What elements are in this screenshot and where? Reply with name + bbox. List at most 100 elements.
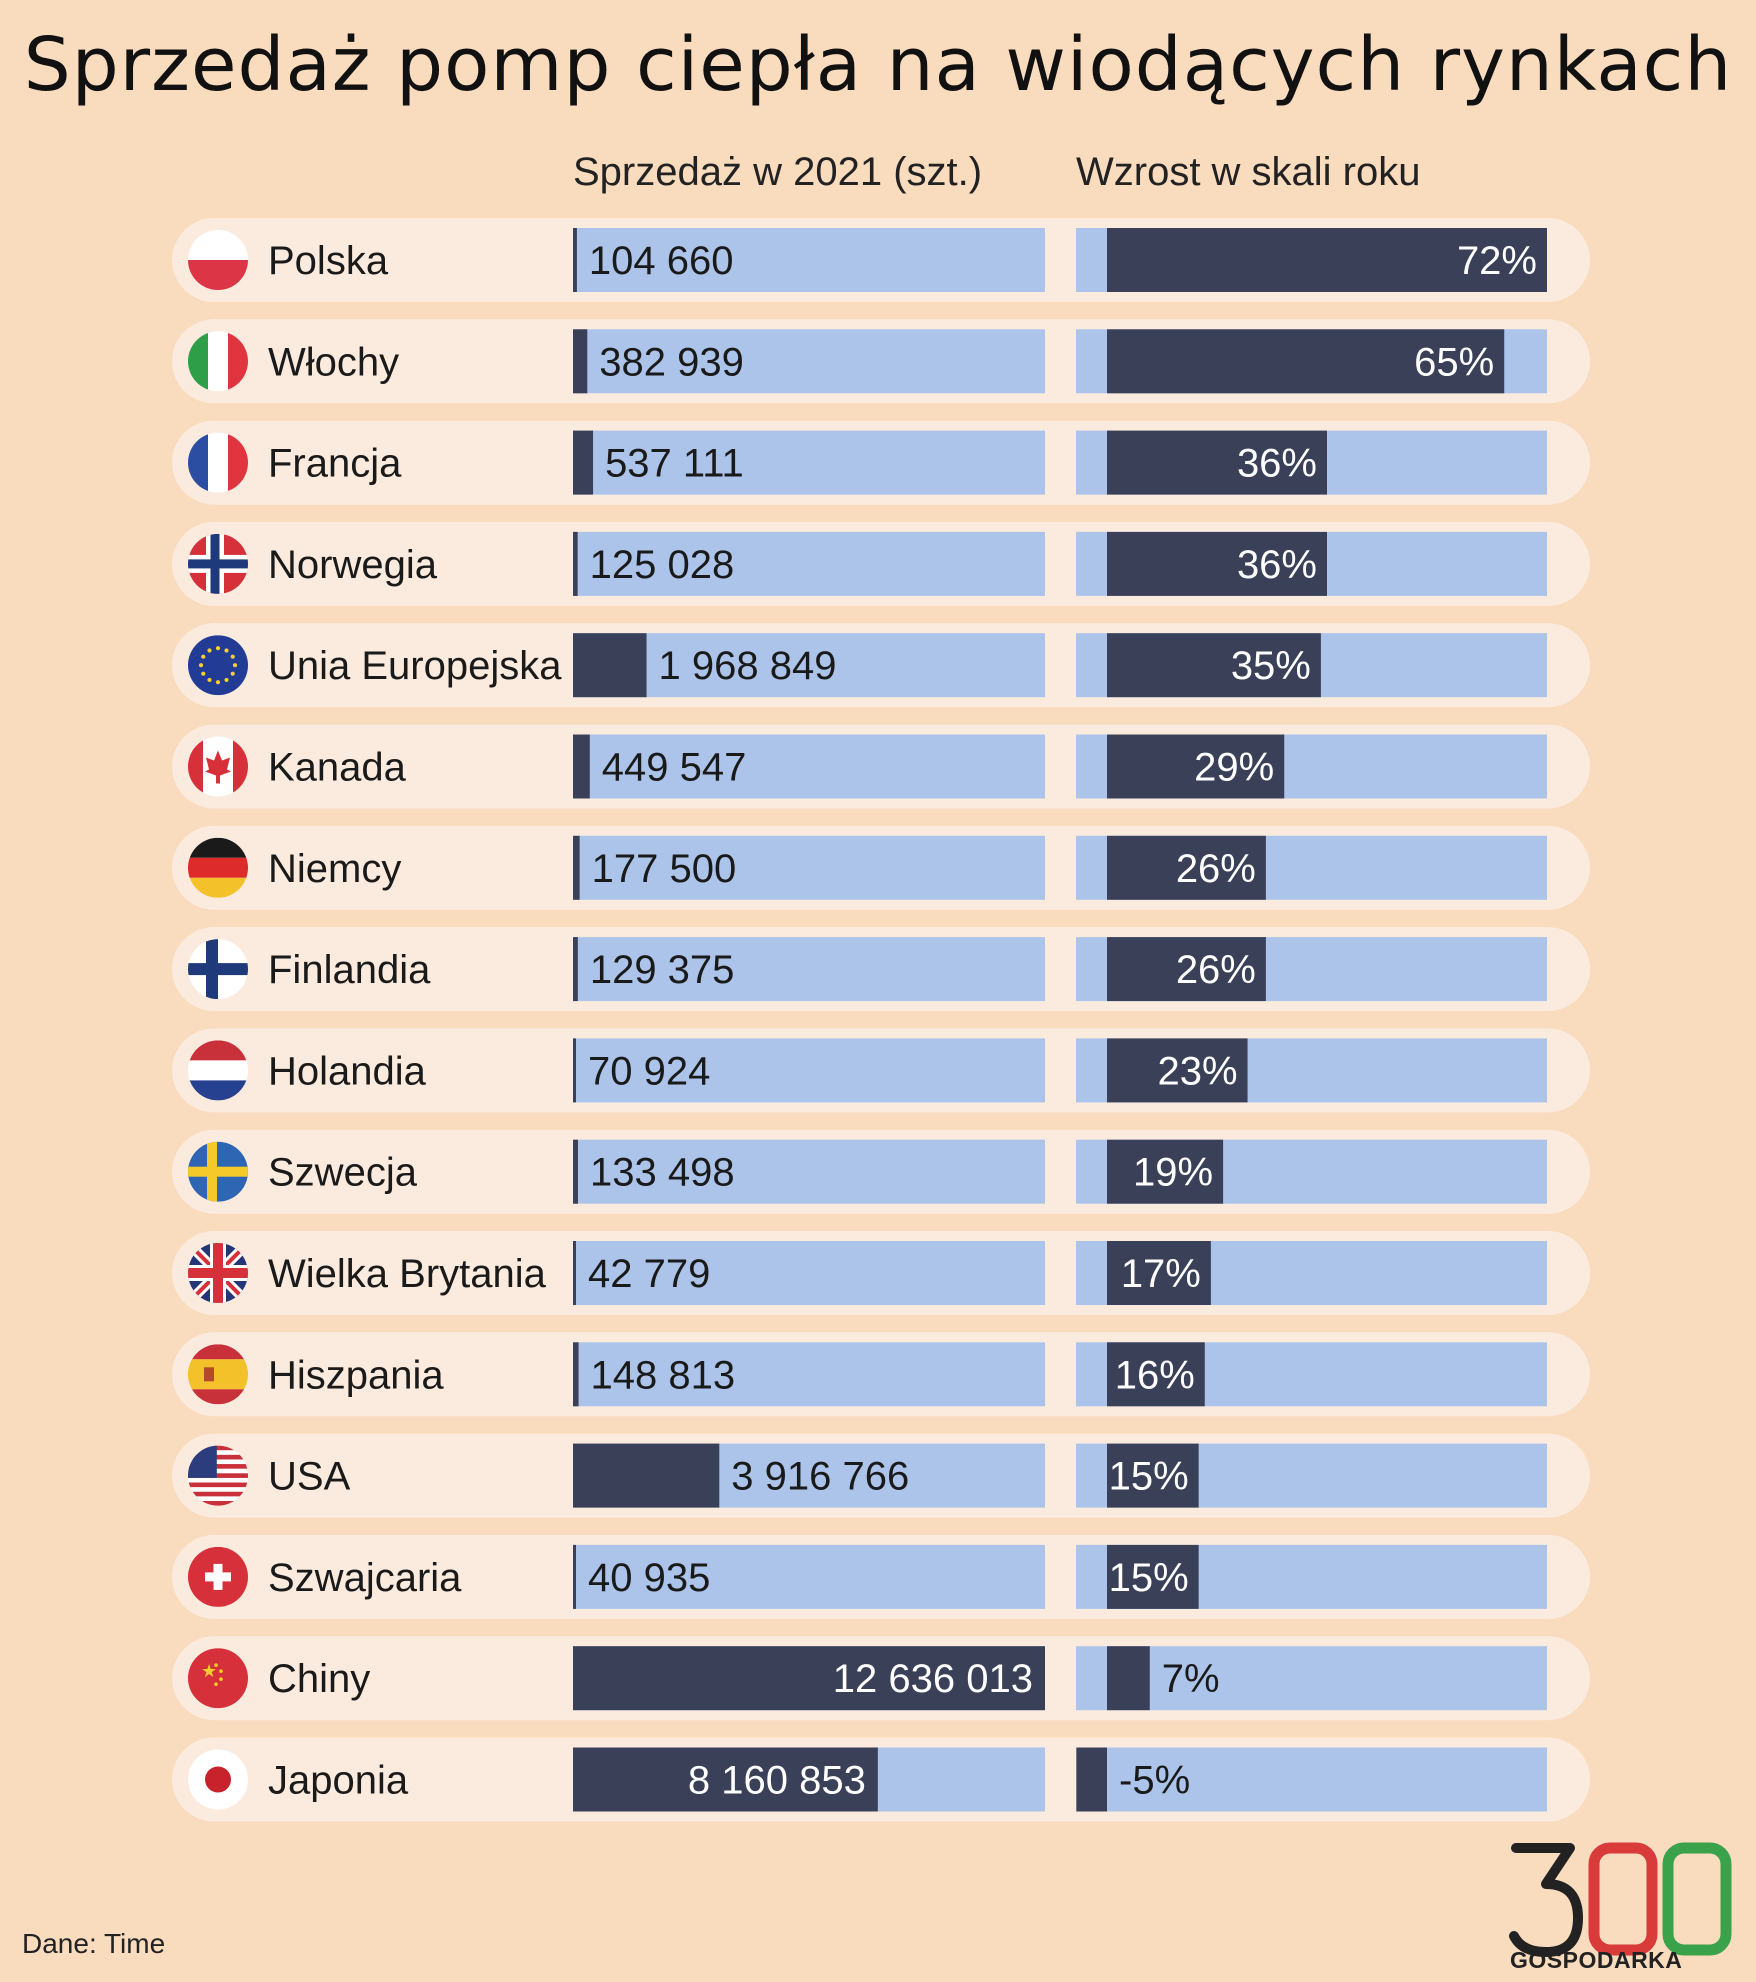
sales-bar-track bbox=[573, 633, 1045, 698]
growth-value-label: 7% bbox=[1162, 1657, 1220, 1701]
table-row: Unia Europejska 1 968 849 35% bbox=[172, 623, 1590, 708]
germany-flag-icon bbox=[188, 837, 248, 898]
sales-value-label: 133 498 bbox=[590, 1151, 735, 1195]
table-row: ★ Chiny 12 636 013 7% bbox=[172, 1636, 1590, 1721]
source-note: Dane: Time bbox=[22, 1928, 166, 1959]
sales-bar-track bbox=[573, 329, 1045, 394]
growth-bar bbox=[1107, 734, 1285, 799]
sales-value-label: 70 924 bbox=[588, 1049, 710, 1093]
sales-bar-track bbox=[573, 1038, 1045, 1103]
growth-value-label: 72% bbox=[1457, 239, 1537, 283]
table-row: Kanada 449 547 29% bbox=[172, 724, 1590, 809]
growth-value-label: 36% bbox=[1237, 442, 1317, 486]
growth-bar bbox=[1107, 329, 1505, 394]
growth-bar bbox=[1076, 1747, 1107, 1812]
growth-bar bbox=[1107, 1038, 1248, 1103]
sales-value-label: 8 160 853 bbox=[688, 1759, 866, 1803]
growth-value-label: -5% bbox=[1119, 1759, 1190, 1803]
sales-bar bbox=[573, 633, 647, 698]
sales-bar bbox=[573, 734, 590, 799]
table-row: Hiszpania 148 813 16% bbox=[172, 1332, 1590, 1417]
spain-flag-icon bbox=[188, 1344, 248, 1405]
sales-value-label: 129 375 bbox=[590, 948, 735, 992]
canada-flag-icon bbox=[188, 736, 248, 797]
sales-bar bbox=[573, 1443, 720, 1508]
growth-value-label: 65% bbox=[1414, 340, 1494, 384]
table-row: Polska 104 660 72% bbox=[172, 218, 1590, 302]
country-label: Szwecja bbox=[268, 1151, 418, 1195]
sales-bar bbox=[573, 1646, 1045, 1711]
growth-value-label: 15% bbox=[1109, 1556, 1189, 1600]
sales-bar-track bbox=[573, 1342, 1045, 1407]
country-label: Polska bbox=[268, 239, 389, 283]
sales-bar bbox=[573, 228, 577, 292]
country-label: Hiszpania bbox=[268, 1353, 444, 1397]
sales-bar-track bbox=[573, 228, 1045, 292]
table-row: USA 3 916 766 15% bbox=[172, 1433, 1590, 1518]
growth-bar bbox=[1107, 937, 1266, 1002]
sales-bar-track bbox=[573, 1544, 1045, 1609]
sales-bar bbox=[573, 1747, 878, 1812]
country-label: Japonia bbox=[268, 1759, 409, 1803]
country-label: Wielka Brytania bbox=[268, 1252, 547, 1296]
logo-digit-3 bbox=[1509, 1843, 1583, 1957]
country-label: Finlandia bbox=[268, 948, 431, 992]
sales-bar bbox=[573, 531, 578, 596]
growth-value-label: 23% bbox=[1157, 1049, 1237, 1093]
svg-text:★: ★ bbox=[201, 1661, 217, 1682]
country-label: USA bbox=[268, 1455, 351, 1499]
sales-value-label: 177 500 bbox=[592, 847, 737, 891]
sales-value-label: 40 935 bbox=[588, 1556, 710, 1600]
growth-value-label: 19% bbox=[1133, 1151, 1213, 1195]
country-label: Włochy bbox=[268, 340, 399, 384]
table-row: Holandia 70 924 23% bbox=[172, 1028, 1590, 1113]
country-label: Francja bbox=[268, 442, 402, 486]
table-row: Niemcy 177 500 26% bbox=[172, 825, 1590, 910]
sales-bar-track bbox=[573, 1241, 1045, 1305]
table-row: Japonia 8 160 853 -5% bbox=[172, 1737, 1590, 1822]
growth-bar bbox=[1107, 228, 1547, 292]
sales-bar-track bbox=[573, 430, 1045, 495]
growth-value-label: 15% bbox=[1109, 1455, 1189, 1499]
sales-bar-track bbox=[573, 531, 1045, 596]
country-label: Kanada bbox=[268, 746, 407, 790]
logo-digit-0-red bbox=[1588, 1842, 1658, 1956]
growth-bar bbox=[1107, 1241, 1211, 1305]
sales-bar bbox=[573, 1241, 576, 1305]
usa-flag-icon bbox=[188, 1445, 248, 1506]
sales-value-label: 125 028 bbox=[590, 543, 735, 587]
table-row: Norwegia 125 028 36% bbox=[172, 521, 1590, 606]
table-row: Finlandia 129 375 26% bbox=[172, 927, 1590, 1012]
growth-bar bbox=[1107, 633, 1321, 698]
eu-flag-icon bbox=[188, 635, 248, 696]
gospodarka-logo: GOSPODARKA bbox=[1509, 1842, 1732, 1970]
sales-value-label: 537 111 bbox=[605, 442, 744, 486]
sales-bar bbox=[573, 1342, 579, 1407]
uk-flag-icon bbox=[188, 1243, 248, 1303]
sales-bar bbox=[573, 430, 594, 495]
growth-bar bbox=[1107, 1544, 1199, 1609]
sales-bar-track bbox=[573, 937, 1045, 1002]
growth-bar bbox=[1107, 835, 1266, 900]
finland-flag-icon bbox=[188, 939, 248, 1000]
sales-bar-track bbox=[573, 835, 1045, 900]
growth-bar-track bbox=[1076, 1747, 1547, 1812]
country-label: Holandia bbox=[268, 1049, 427, 1093]
sales-value-label: 3 916 766 bbox=[731, 1455, 909, 1499]
sales-bar bbox=[573, 937, 578, 1002]
chart-title: Sprzedaż pomp ciepła na wiodących rynkac… bbox=[23, 22, 1733, 108]
china-flag-icon: ★ bbox=[188, 1648, 248, 1709]
country-label: Unia Europejska bbox=[268, 644, 562, 688]
netherlands-flag-icon bbox=[188, 1040, 248, 1101]
growth-value-label: 26% bbox=[1176, 847, 1256, 891]
country-label: Norwegia bbox=[268, 543, 438, 587]
logo-name: GOSPODARKA bbox=[1510, 1947, 1682, 1970]
sales-value-label: 449 547 bbox=[602, 746, 747, 790]
country-label: Szwajcaria bbox=[268, 1556, 462, 1600]
growth-value-label: 35% bbox=[1231, 644, 1311, 688]
sales-value-label: 148 813 bbox=[591, 1353, 736, 1397]
growth-bar bbox=[1107, 1443, 1199, 1508]
sales-value-label: 12 636 013 bbox=[833, 1657, 1033, 1701]
japan-flag-icon bbox=[188, 1749, 248, 1810]
